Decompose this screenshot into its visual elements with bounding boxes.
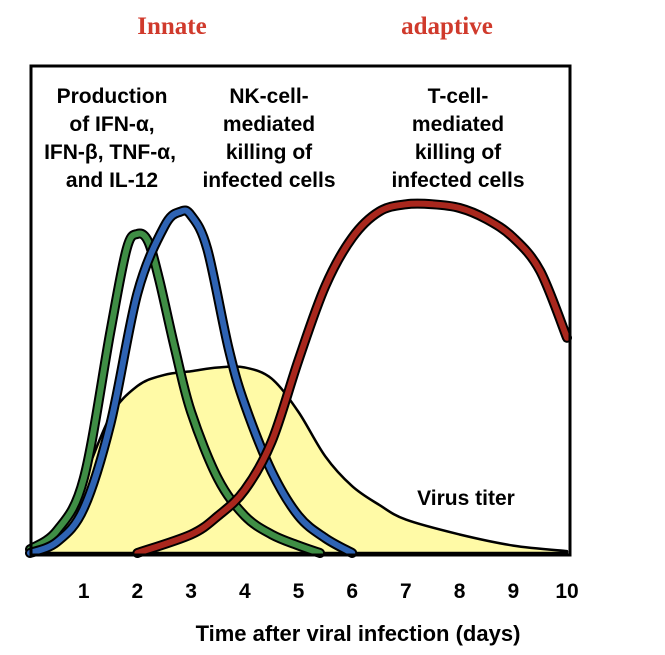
label-virus-titer: Virus titer (417, 487, 515, 510)
cytokine-curve-fill (27, 230, 323, 556)
svg-text:NK-cell-: NK-cell- (229, 85, 308, 108)
x-tick-label: 5 (293, 580, 305, 603)
x-tick-label: 4 (239, 580, 251, 603)
svg-text:killing of: killing of (226, 141, 313, 164)
x-tick-label: 3 (185, 580, 197, 603)
nk-cell-curve-fill (27, 207, 356, 556)
svg-text:infected cells: infected cells (202, 169, 335, 192)
x-tick-label: 10 (555, 580, 578, 603)
svg-text:mediated: mediated (412, 113, 504, 136)
x-tick-label: 7 (400, 580, 412, 603)
x-tick-label: 8 (454, 580, 466, 603)
svg-text:T-cell-: T-cell- (428, 85, 489, 108)
svg-text:infected cells: infected cells (391, 169, 524, 192)
label-nk-cell: NK-cell- mediated killing of infected ce… (202, 85, 335, 192)
svg-text:and IL-12: and IL-12 (66, 169, 158, 192)
svg-text:mediated: mediated (223, 113, 315, 136)
x-tick-label: 9 (507, 580, 519, 603)
svg-text:Production: Production (57, 85, 168, 108)
x-axis-ticks: 1 2 3 4 5 6 7 8 9 10 (78, 580, 579, 603)
plot-area (25, 198, 572, 558)
svg-text:IFN-β, TNF-α,: IFN-β, TNF-α, (44, 141, 176, 164)
x-tick-label: 2 (132, 580, 144, 603)
x-tick-label: 6 (346, 580, 358, 603)
plot-frame (29, 64, 572, 557)
svg-text:killing of: killing of (415, 141, 502, 164)
label-t-cell: T-cell- mediated killing of infected cel… (391, 85, 524, 192)
adaptive-header: adaptive (401, 13, 493, 40)
t-cell-curve-fill (134, 200, 570, 556)
innate-header: Innate (137, 13, 206, 40)
x-axis-label: Time after viral infection (days) (196, 621, 521, 646)
svg-text:of IFN-α,: of IFN-α, (69, 113, 154, 136)
x-tick-label: 1 (78, 580, 90, 603)
virus-titer-area (28, 365, 569, 555)
label-cytokines: Production of IFN-α, IFN-β, TNF-α, and I… (44, 85, 176, 192)
